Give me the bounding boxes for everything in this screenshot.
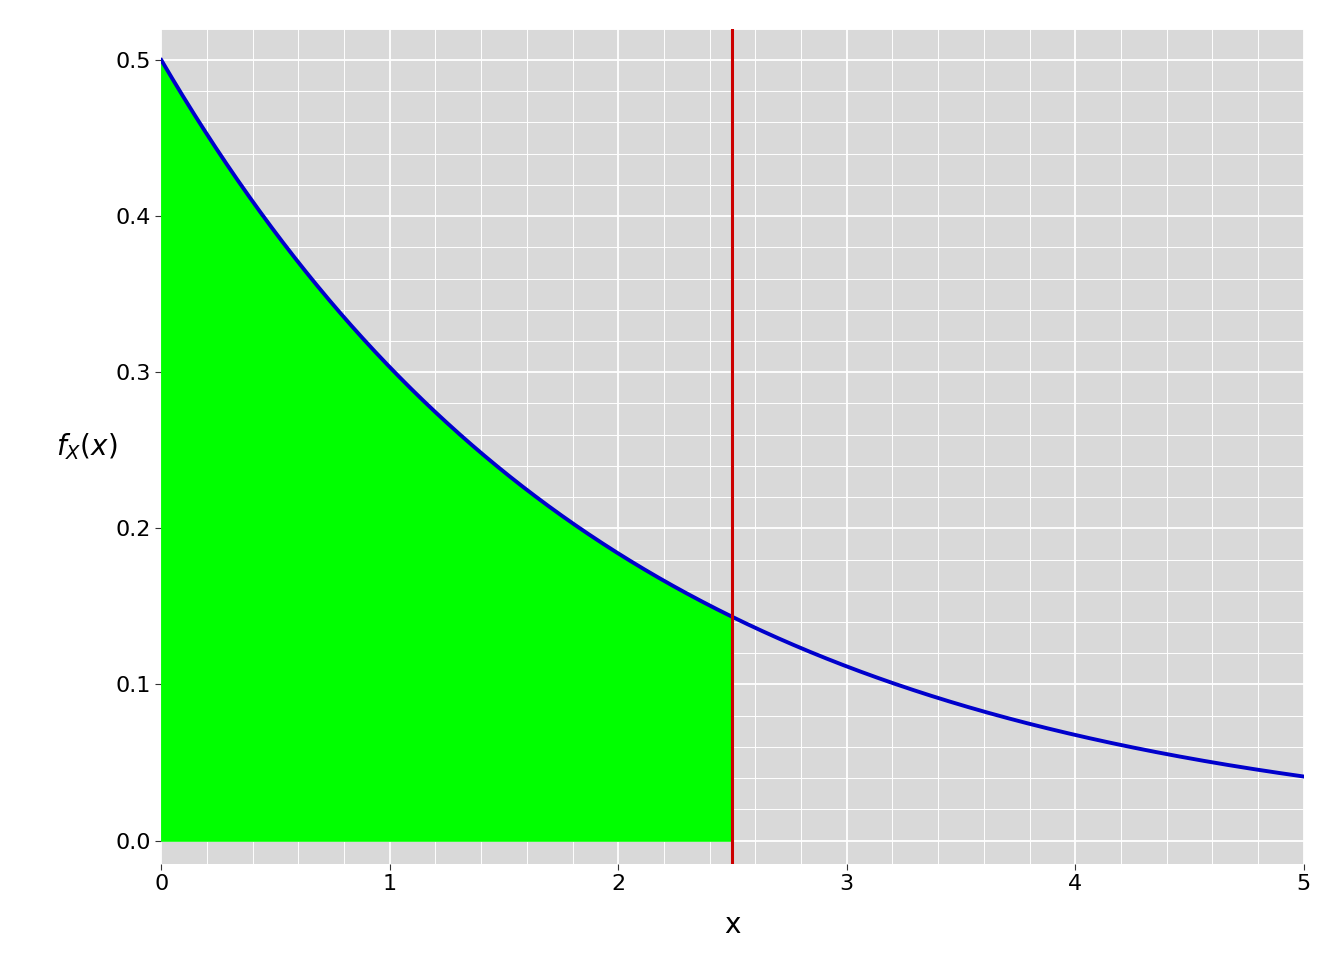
X-axis label: x: x (724, 911, 741, 939)
Y-axis label: $f_X(x)$: $f_X(x)$ (56, 431, 118, 462)
